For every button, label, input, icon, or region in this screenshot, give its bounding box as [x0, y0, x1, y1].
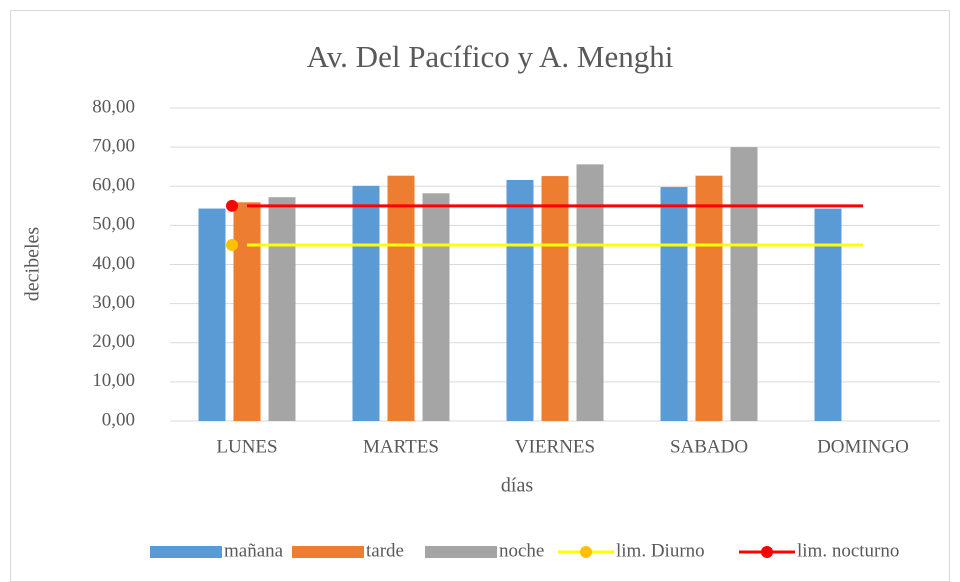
bar: [541, 176, 569, 421]
bar: [730, 147, 758, 421]
x-tick-label: DOMINGO: [817, 436, 909, 457]
legend-swatch: [425, 546, 497, 558]
bar: [576, 164, 604, 421]
y-tick-label: 20,00: [92, 331, 135, 352]
bar: [695, 175, 723, 421]
x-tick-label: SABADO: [670, 436, 748, 457]
x-tick-label: LUNES: [216, 436, 277, 457]
chart-border: [10, 10, 950, 582]
legend-swatch: [761, 546, 773, 558]
y-tick-label: 80,00: [92, 96, 135, 117]
legend-swatch: [580, 546, 592, 558]
legend-swatch: [292, 546, 364, 558]
y-axis-label: decibeles: [22, 227, 44, 302]
legend-label: noche: [499, 540, 544, 561]
line-marker: [226, 199, 238, 212]
y-tick-label: 70,00: [92, 135, 135, 156]
y-tick-label: 30,00: [92, 292, 135, 313]
bar: [422, 193, 450, 421]
bar: [352, 185, 380, 421]
y-tick-label: 0,00: [102, 409, 135, 430]
bar: [198, 208, 226, 421]
legend-label: lim. Diurno: [616, 540, 705, 561]
y-tick-label: 40,00: [92, 253, 135, 274]
bar: [814, 208, 842, 421]
bar: [268, 197, 296, 421]
y-tick-label: 50,00: [92, 214, 135, 235]
bar: [506, 179, 534, 421]
legend-label: tarde: [366, 540, 404, 561]
bar: [233, 202, 261, 421]
line-marker: [226, 238, 238, 251]
y-tick-label: 10,00: [92, 370, 135, 391]
x-tick-label: VIERNES: [515, 436, 595, 457]
x-tick-label: MARTES: [363, 436, 439, 457]
x-axis-label: días: [501, 475, 533, 497]
bar: [660, 187, 688, 421]
chart-title: Av. Del Pacífico y A. Menghi: [307, 39, 674, 74]
y-tick-label: 60,00: [92, 175, 135, 196]
legend-swatch: [150, 546, 222, 558]
bar: [387, 175, 415, 421]
legend-label: mañana: [224, 540, 284, 561]
legend-label: lim. nocturno: [797, 540, 899, 561]
